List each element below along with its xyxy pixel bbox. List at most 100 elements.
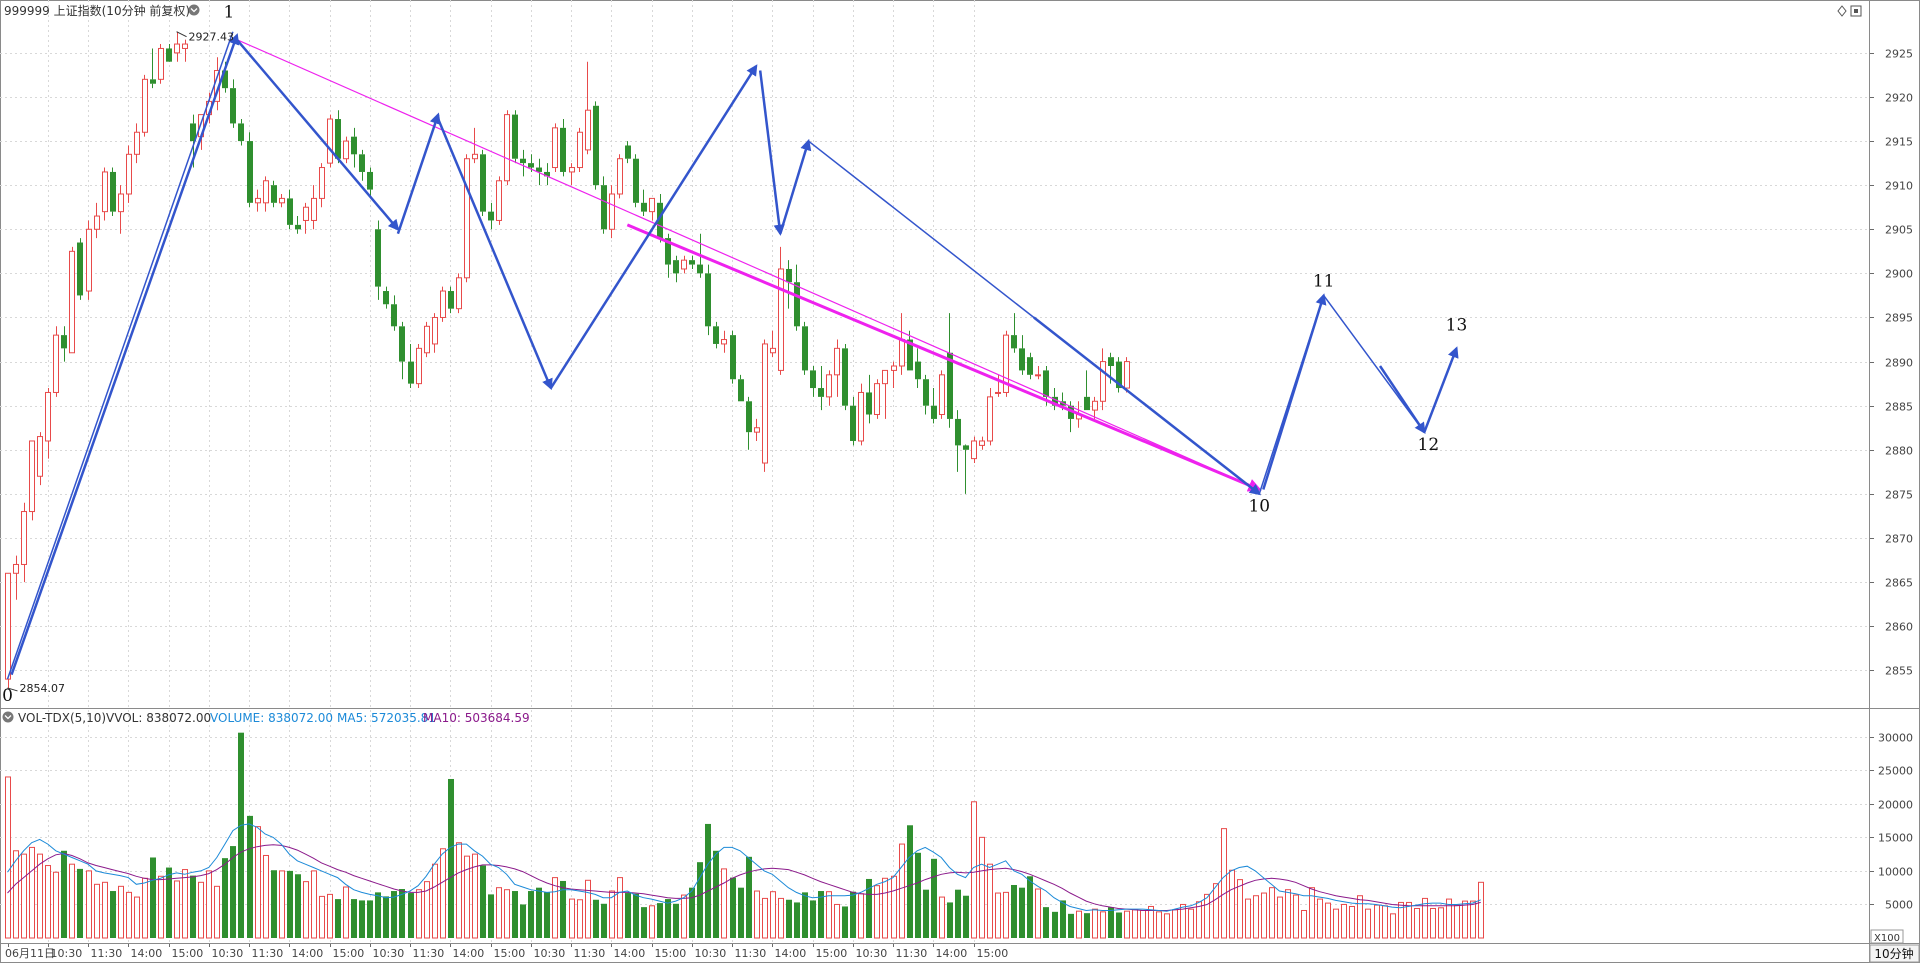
volume-bar-up[interactable] bbox=[971, 801, 977, 939]
volume-bar-up[interactable] bbox=[1349, 905, 1355, 939]
volume-bar-up[interactable] bbox=[1406, 901, 1412, 939]
volume-bar-down[interactable] bbox=[222, 858, 228, 938]
wave-line[interactable] bbox=[235, 38, 400, 231]
volume-bar-down[interactable] bbox=[230, 846, 236, 938]
volume-bar-down[interactable] bbox=[689, 887, 695, 938]
volume-bar-up[interactable] bbox=[432, 863, 438, 939]
volume-bar-down[interactable] bbox=[560, 880, 566, 938]
volume-bar-up[interactable] bbox=[13, 850, 19, 939]
volume-bar-down[interactable] bbox=[931, 858, 937, 938]
volume-bar-up[interactable] bbox=[263, 854, 269, 939]
candle[interactable] bbox=[182, 39, 188, 62]
volume-bar-up[interactable] bbox=[1172, 909, 1178, 939]
volume-bar-down[interactable] bbox=[247, 815, 253, 938]
candle[interactable] bbox=[979, 436, 985, 450]
candle[interactable] bbox=[53, 326, 59, 397]
candle[interactable] bbox=[850, 396, 856, 446]
volume-bar-down[interactable] bbox=[1027, 876, 1033, 938]
candle[interactable] bbox=[440, 286, 446, 322]
candle[interactable] bbox=[287, 189, 293, 230]
volume-bar-up[interactable] bbox=[585, 879, 591, 939]
candle[interactable] bbox=[681, 255, 687, 274]
candle[interactable] bbox=[1019, 335, 1025, 375]
candle[interactable] bbox=[399, 321, 405, 380]
volume-bar-up[interactable] bbox=[1317, 898, 1323, 939]
volume-bar-up[interactable] bbox=[126, 891, 132, 939]
candle[interactable] bbox=[891, 361, 897, 389]
candle[interactable] bbox=[279, 194, 285, 208]
volume-bar-up[interactable] bbox=[102, 881, 108, 939]
candle[interactable] bbox=[247, 132, 253, 208]
candle[interactable] bbox=[21, 502, 27, 583]
volume-bar-down[interactable] bbox=[367, 900, 373, 938]
volume-bar-down[interactable] bbox=[786, 899, 792, 938]
candle[interactable] bbox=[102, 167, 108, 221]
wave-line[interactable] bbox=[396, 112, 441, 235]
candle[interactable] bbox=[923, 374, 929, 415]
volume-bar-up[interactable] bbox=[424, 881, 430, 939]
volume-bar-up[interactable] bbox=[464, 855, 470, 939]
candle[interactable] bbox=[432, 313, 438, 353]
volume-bar-down[interactable] bbox=[1043, 907, 1049, 938]
candle[interactable] bbox=[536, 158, 542, 186]
volume-bar-down[interactable] bbox=[1108, 907, 1114, 938]
wave-line[interactable] bbox=[1033, 316, 1262, 496]
candle[interactable] bbox=[947, 313, 953, 428]
candle[interactable] bbox=[915, 348, 921, 389]
volume-bar-up[interactable] bbox=[681, 894, 687, 939]
candle[interactable] bbox=[746, 396, 752, 450]
volume-bar-down[interactable] bbox=[488, 894, 494, 938]
volume-bar-up[interactable] bbox=[649, 905, 655, 939]
volume-bar-up[interactable] bbox=[1180, 903, 1186, 939]
volume-bar-down[interactable] bbox=[1068, 913, 1074, 938]
candle[interactable] bbox=[754, 418, 760, 441]
candle[interactable] bbox=[560, 119, 566, 177]
candle[interactable] bbox=[383, 286, 389, 309]
candle[interactable] bbox=[730, 330, 736, 384]
candle[interactable] bbox=[882, 369, 888, 419]
volume-bar-up[interactable] bbox=[609, 890, 615, 939]
volume-bar-up[interactable] bbox=[53, 871, 59, 939]
candle[interactable] bbox=[1084, 370, 1090, 411]
candle[interactable] bbox=[834, 339, 840, 397]
volume-bar-up[interactable] bbox=[1390, 913, 1396, 939]
candle[interactable] bbox=[673, 255, 679, 283]
volume-bar-up[interactable] bbox=[1164, 913, 1170, 939]
wave-drawings[interactable]: 0 1 10 11 12 13 2927.43 2854.07 bbox=[2, 3, 1467, 707]
candle[interactable] bbox=[866, 374, 872, 424]
candle[interactable] bbox=[1068, 401, 1074, 433]
candle[interactable] bbox=[625, 141, 631, 164]
volume-bar-up[interactable] bbox=[1357, 895, 1363, 939]
volume-bar-up[interactable] bbox=[569, 898, 575, 939]
volume-bar-down[interactable] bbox=[351, 899, 357, 938]
volume-bar-up[interactable] bbox=[1374, 904, 1380, 939]
wave-line[interactable] bbox=[549, 64, 758, 389]
volume-bar-up[interactable] bbox=[1285, 889, 1291, 939]
candle[interactable] bbox=[408, 343, 414, 389]
wave-line[interactable] bbox=[437, 118, 553, 391]
candle[interactable] bbox=[448, 286, 454, 314]
period-button[interactable] bbox=[1869, 944, 1920, 963]
candle[interactable] bbox=[713, 321, 719, 349]
candle[interactable] bbox=[577, 127, 583, 172]
volume-bar-down[interactable] bbox=[544, 892, 550, 938]
volume-bar-up[interactable] bbox=[762, 897, 768, 939]
volume-bar-down[interactable] bbox=[335, 899, 341, 938]
candle[interactable] bbox=[110, 167, 116, 217]
volume-bar-up[interactable] bbox=[1470, 900, 1476, 939]
candle[interactable] bbox=[61, 326, 67, 362]
candle[interactable] bbox=[311, 185, 317, 230]
candle[interactable] bbox=[1035, 366, 1041, 380]
wave-line[interactable] bbox=[1378, 365, 1426, 435]
volume-bar-up[interactable] bbox=[142, 877, 148, 939]
volume-bar-up[interactable] bbox=[858, 893, 864, 939]
volume-bar-down[interactable] bbox=[528, 891, 534, 938]
volume-bar-up[interactable] bbox=[472, 853, 478, 939]
volume-bar-down[interactable] bbox=[818, 891, 824, 938]
candle[interactable] bbox=[1116, 357, 1122, 393]
candle[interactable] bbox=[295, 216, 301, 234]
volume-panel[interactable] bbox=[5, 732, 1484, 939]
candle[interactable] bbox=[86, 220, 92, 300]
candle[interactable] bbox=[963, 444, 969, 494]
candle[interactable] bbox=[689, 255, 695, 269]
